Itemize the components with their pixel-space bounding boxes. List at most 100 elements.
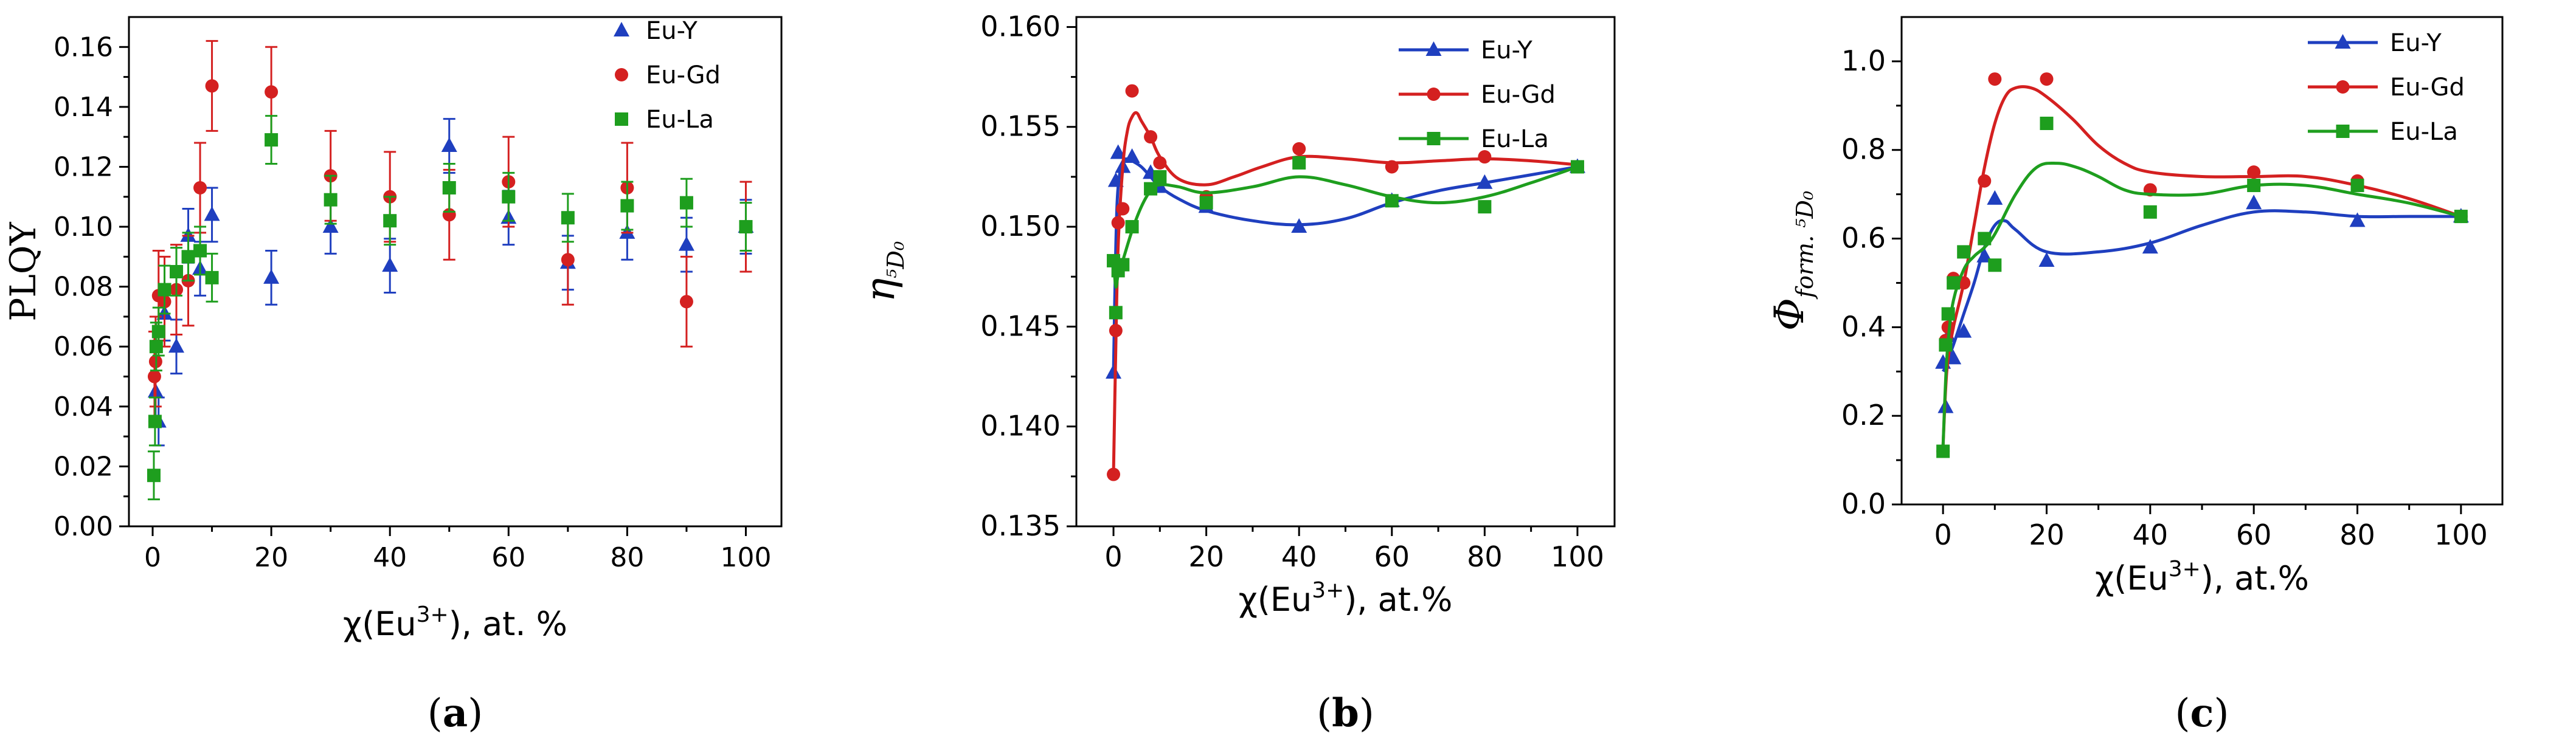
series-eu-y [1935,190,2469,413]
y-axis-label: Φform. ⁵D₀ [1766,191,1818,331]
legend-entry-eu-gd: Eu-Gd [2308,74,2465,101]
y-tick-label: 0.14 [54,92,113,123]
data-point [441,137,457,152]
data-point [1957,245,1970,258]
y-tick-label: 0.06 [54,331,113,362]
data-point [206,79,219,92]
data-point [1385,160,1399,173]
panel-a-chart: 0 20 40 60 80 1000.000.020.040.060.080.100.12… [2,17,781,736]
x-tick-label: 0 [1934,518,1951,551]
data-point [1292,156,1306,170]
y-tick-label: 0.135 [980,509,1061,542]
y-tick-label: 0.155 [980,110,1061,143]
data-point [2247,179,2260,192]
data-point [1571,160,1584,173]
data-point [680,196,693,210]
x-tick-label: 40 [1281,540,1317,573]
panel-c-chart: 0 20 40 60 80 100 0.0 0.2 0.4 0.6 0.8 1.0 χ(Eu3+), a… [1766,17,2502,736]
x-axis-label: χ(Eu3+), at.% [1239,578,1453,619]
data-point [193,181,207,194]
data-point [1939,339,1952,352]
data-point [1478,200,1491,213]
y-tick-label: 0.16 [54,32,113,63]
y-tick-label: 0.160 [980,10,1061,43]
series-fit-line [1943,211,2461,372]
panel-label: (b) [1317,690,1374,736]
data-point [502,190,515,204]
data-point [152,325,165,339]
data-point [1200,196,1213,210]
series-eu-gd [1936,72,2468,458]
data-point [2246,194,2262,209]
data-point [324,193,338,207]
x-tick-label: 40 [2133,518,2169,551]
legend-label: Eu-Y [2390,29,2442,57]
x-tick-label: 40 [373,542,407,573]
legend-entry-eu-y: Eu-Y [1399,36,1532,64]
data-point [168,338,184,353]
x-axis-label: χ(Eu3+), at. % [343,602,567,643]
data-point [1988,72,2001,86]
legend-label: Eu-La [646,106,714,134]
legend-entry-eu-la: Eu-La [2308,118,2458,146]
data-point [1109,306,1123,319]
x-tick-label: 60 [1374,540,1410,573]
legend-entry-eu-gd: Eu-Gd [1399,81,1556,109]
data-point [2144,205,2157,219]
x-tick-label: 80 [2339,518,2375,551]
legend-marker [614,22,629,36]
legend-marker [1427,88,1441,101]
y-tick-label: 0.6 [1841,222,1886,255]
data-point [1947,276,1960,289]
data-point [1988,258,2001,272]
x-tick-label: 0 [144,542,161,573]
legend-label: Eu-Gd [2390,74,2465,101]
data-point [1116,202,1129,215]
data-point [383,214,396,227]
data-point [1987,190,2003,205]
data-point [193,244,207,257]
legend-label: Eu-La [1481,125,1549,153]
legend-marker [615,112,628,126]
panel-b-chart: 0 20 40 60 80 100 0.135 0.140 0.145 0.150 0.155 0.1… [857,10,1615,736]
legend-entry-eu-la: Eu-La [615,106,714,134]
data-point [680,295,693,308]
x-tick-label: 60 [2236,518,2272,551]
legend-marker [1427,132,1441,145]
legend-entry-eu-y: Eu-Y [614,17,698,45]
data-point [204,206,220,221]
x-tick-label: 80 [1467,540,1503,573]
y-tick-label: 0.12 [54,151,113,182]
y-tick-label: 0.8 [1841,133,1886,166]
series-eu-gd [148,41,753,421]
y-tick-label: 0.140 [980,410,1061,442]
legend-entry-eu-la: Eu-La [1399,125,1549,153]
legend-label: Eu-Gd [1481,81,1556,109]
legend-label: Eu-La [2390,118,2458,146]
data-point [1153,156,1166,170]
y-tick-label: 0.08 [54,272,113,303]
y-tick-label: 0.4 [1841,310,1886,343]
legend-entry-eu-y: Eu-Y [2308,29,2442,57]
x-tick-label: 100 [1551,540,1604,573]
x-tick-label: 100 [720,542,771,573]
legend-label: Eu-Y [1481,36,1532,64]
data-point [148,415,162,428]
x-tick-label: 20 [1188,540,1224,573]
data-point [679,236,694,251]
y-tick-label: 0.02 [54,451,113,482]
data-point [1144,182,1157,196]
y-axis-label: PLQY [2,222,44,322]
series-fit-line [1113,112,1577,474]
x-tick-label: 80 [610,542,644,573]
data-point [382,257,398,272]
data-point [1144,130,1157,143]
x-tick-label: 100 [2434,518,2488,551]
data-point [2351,179,2364,192]
legend-marker [615,68,628,81]
series-eu-y [148,119,754,446]
y-tick-label: 0.10 [54,212,113,243]
y-tick-label: 0.150 [980,210,1061,243]
panel-label: (c) [2175,690,2229,736]
y-tick-label: 1.0 [1841,44,1886,77]
